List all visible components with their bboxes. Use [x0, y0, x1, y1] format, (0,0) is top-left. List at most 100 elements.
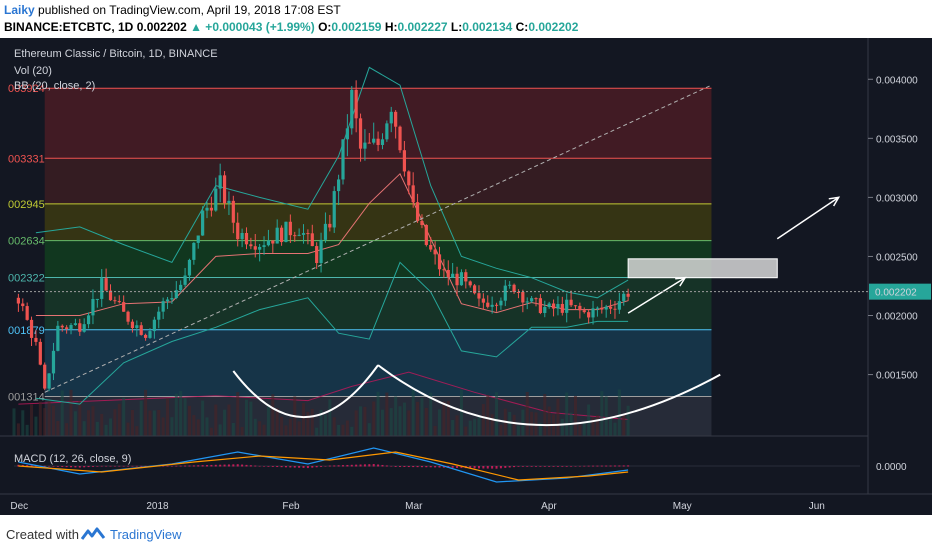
price-chart[interactable]: 003924 003331 002945 002634 002322 001879 0013…: [0, 38, 932, 515]
volume-bar: [73, 411, 77, 436]
candle-body: [530, 298, 534, 302]
bb-indicator-label[interactable]: BB (20, close, 2): [14, 80, 95, 92]
volume-bar: [179, 390, 183, 436]
candle-body: [543, 306, 547, 313]
fib-level-label: 001314: [8, 392, 45, 404]
volume-bar: [525, 391, 529, 436]
candle-body: [29, 319, 34, 338]
macd-histogram-bar: [355, 464, 358, 467]
volume-bar: [560, 418, 564, 436]
candle-body: [108, 290, 113, 301]
macd-histogram-bar: [74, 466, 77, 468]
volume-bar: [310, 408, 314, 436]
forecast-arrow-1: [627, 277, 686, 314]
macd-histogram-bar: [613, 465, 616, 467]
macd-histogram-bar: [131, 465, 134, 467]
macd-histogram-bar: [530, 466, 533, 467]
volume-bar: [126, 422, 130, 436]
macd-histogram-bar: [118, 465, 121, 467]
macd-histogram-bar: [438, 466, 441, 468]
volume-bar: [122, 397, 126, 436]
macd-histogram-bar: [539, 466, 542, 467]
candle-body: [429, 244, 433, 250]
volume-bar: [192, 415, 196, 436]
volume-bar: [354, 410, 358, 436]
volume-bar: [187, 405, 191, 436]
macd-indicator-label[interactable]: MACD (12, 26, close, 9): [14, 453, 131, 465]
volume-bar: [240, 427, 244, 436]
volume-bar: [113, 409, 117, 436]
y-tick-label: 0.002000: [876, 312, 918, 323]
candle-body: [187, 259, 192, 276]
open-label: O:: [318, 20, 332, 34]
volume-bar: [538, 422, 542, 436]
volume-bar: [433, 425, 437, 436]
candle-body: [315, 246, 319, 264]
macd-histogram-bar: [179, 465, 182, 467]
volume-bar: [51, 405, 55, 436]
chart-area[interactable]: 003924 003331 002945 002634 002322 001879 0013…: [0, 38, 932, 515]
fib-zones: 003924 003331 002945 002634 002322 001879 0013…: [8, 83, 712, 436]
candles: [16, 80, 630, 392]
volume-bar: [359, 406, 363, 436]
candle-body: [534, 298, 538, 300]
volume-bar: [201, 400, 205, 436]
candle-body: [319, 239, 323, 264]
fib-level-label: 002634: [8, 236, 45, 248]
candle-body: [569, 299, 573, 306]
macd-histogram-bar: [201, 465, 204, 467]
candle-body: [472, 285, 477, 294]
volume-bar: [573, 395, 577, 436]
volume-indicator-label[interactable]: Vol (20): [14, 65, 52, 77]
macd-histogram-bar: [61, 466, 64, 467]
candle-body: [385, 123, 389, 140]
macd-histogram-bar: [315, 466, 318, 468]
volume-bar: [302, 403, 306, 436]
candle-body: [152, 319, 156, 332]
fib-zone: [44, 240, 712, 278]
volume-bar: [490, 414, 494, 436]
candle-body: [587, 312, 591, 318]
macd-histogram-bar: [363, 464, 366, 467]
volume-bar: [516, 425, 520, 436]
volume-bar: [578, 424, 582, 436]
volume-bar: [69, 389, 73, 436]
volume-bar: [350, 426, 354, 436]
candle-body: [420, 220, 424, 225]
volume-bar: [543, 393, 547, 436]
macd-histogram-bar: [17, 464, 20, 467]
tradingview-brand[interactable]: TradingView: [110, 527, 182, 542]
candle-body: [451, 273, 455, 278]
macd-histogram-bar: [184, 465, 187, 467]
open-value: 0.002159: [331, 20, 382, 34]
macd-histogram-bar: [48, 465, 51, 467]
volume-bar: [30, 404, 34, 436]
candle-body: [538, 298, 542, 313]
candle-body: [201, 210, 205, 236]
volume-bar: [385, 392, 389, 436]
macd-histogram-bar: [451, 466, 454, 468]
macd-histogram-bar: [570, 466, 573, 467]
candle-body: [161, 301, 165, 312]
cup-curve-left: [232, 364, 379, 419]
candle-body: [332, 191, 336, 228]
candle-body: [293, 235, 297, 237]
candle-body: [350, 89, 354, 129]
symbol-name[interactable]: BINANCE:ETCBTC, 1D: [4, 20, 134, 34]
volume-bar: [152, 410, 156, 436]
macd-histogram-bar: [87, 466, 90, 468]
macd-histogram-bar: [78, 466, 81, 468]
volume-bar: [622, 414, 626, 436]
macd-histogram-bar: [96, 466, 99, 467]
published-text: published on TradingView.com, April 19, …: [38, 3, 341, 17]
macd-histogram-bar: [311, 466, 314, 468]
volume-bar: [367, 423, 371, 436]
author-link[interactable]: Laiky: [4, 3, 35, 17]
macd-histogram-bar: [565, 466, 568, 467]
volume-bar: [332, 417, 336, 436]
bb-basis-line: [35, 172, 629, 316]
volume-bar: [595, 415, 599, 436]
volume-bar: [337, 424, 341, 436]
macd-histogram-bar: [390, 465, 393, 467]
candle-body: [372, 138, 376, 143]
